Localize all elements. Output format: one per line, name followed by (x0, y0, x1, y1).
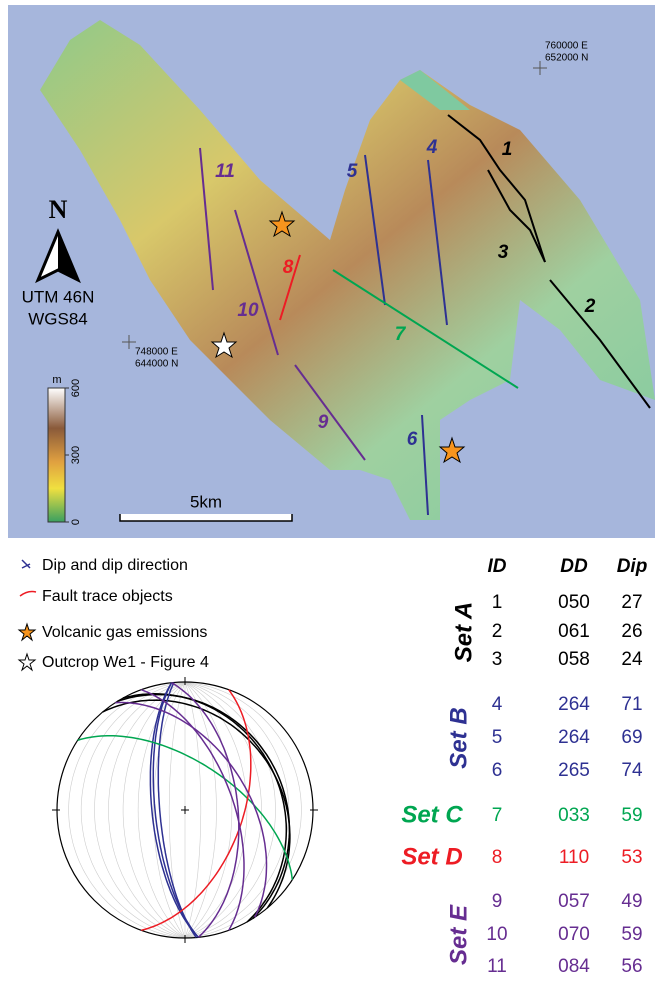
fault-label: 5 (347, 161, 358, 182)
fault-label: 6 (407, 429, 418, 450)
fault-label: 4 (426, 137, 438, 158)
stereonet-grid (95, 682, 186, 938)
table-cell: 084 (558, 956, 590, 977)
coord: 652000 N (545, 53, 588, 64)
table-cell: 56 (621, 956, 642, 977)
legend-label: Outcrop We1 - Figure 4 (42, 654, 209, 671)
great-circle (150, 683, 198, 938)
datum: WGS84 (28, 309, 88, 328)
table-cell: 3 (492, 649, 503, 670)
table-cell: 10 (486, 924, 507, 945)
set-label: Set B (445, 707, 472, 768)
table-cell: 59 (621, 805, 642, 826)
coord: 644000 N (135, 359, 178, 370)
table-cell: 264 (558, 727, 590, 748)
coord: 760000 E (545, 41, 588, 52)
table-header: DD (560, 556, 588, 577)
scale-bar (120, 514, 292, 521)
table-cell: 264 (558, 694, 590, 715)
color-bar-label: 0 (70, 519, 82, 525)
table-cell: 53 (621, 847, 642, 868)
set-label: Set A (450, 602, 477, 662)
table-cell: 27 (621, 592, 642, 613)
table-cell: 9 (492, 891, 503, 912)
table-cell: 69 (621, 727, 642, 748)
fault-label: 10 (237, 300, 259, 321)
table-cell: 033 (558, 805, 590, 826)
legend: Dip and dip direction Fault trace object… (19, 557, 209, 671)
color-bar (48, 388, 65, 522)
fault-label: 7 (395, 324, 407, 345)
scale-label: 5km (190, 492, 222, 511)
table-cell: 050 (558, 592, 590, 613)
table-cell: 49 (621, 891, 642, 912)
table-cell: 070 (558, 924, 590, 945)
table-cell: 110 (559, 847, 589, 868)
table-cell: 2 (492, 621, 503, 642)
table-cell: 058 (558, 649, 590, 670)
fault-label: 11 (215, 161, 235, 182)
north-label: N (49, 195, 68, 224)
table-cell: 4 (492, 694, 503, 715)
fault-label: 1 (502, 139, 513, 160)
table-cell: 71 (621, 694, 642, 715)
color-bar-unit: m (52, 374, 61, 386)
table-cell: 6 (492, 760, 503, 781)
color-bar-label: 300 (70, 446, 82, 464)
great-circle (141, 690, 244, 931)
great-circle (117, 695, 289, 919)
color-bar-label: 600 (70, 379, 82, 397)
fault-label: 8 (283, 257, 294, 278)
coord: 748000 E (135, 347, 178, 358)
table-cell: 24 (621, 649, 643, 670)
legend-label: Volcanic gas emissions (42, 624, 207, 641)
set-label: Set C (401, 801, 463, 828)
table-cell: 26 (621, 621, 642, 642)
fault-label: 2 (584, 296, 596, 317)
table-cell: 5 (492, 727, 503, 748)
table-cell: 59 (621, 924, 642, 945)
great-circle (158, 683, 196, 938)
fault-label: 9 (318, 412, 329, 433)
legend-label: Dip and dip direction (42, 557, 188, 574)
table-header: Dip (617, 556, 648, 577)
table-cell: 057 (558, 891, 590, 912)
projection: UTM 46N (22, 287, 95, 306)
set-label: Set E (445, 904, 472, 965)
table-cell: 11 (487, 956, 507, 977)
table-cell: 265 (558, 760, 590, 781)
table-cell: 8 (492, 847, 503, 868)
fault-label: 3 (498, 242, 509, 263)
set-label: Set D (401, 843, 462, 870)
table-cell: 7 (492, 805, 503, 826)
table-cell: 1 (492, 592, 503, 613)
figure: 1234567891011 N UTM 46N WGS84 760000 E 6… (0, 0, 670, 986)
table-cell: 061 (558, 621, 590, 642)
table-header: ID (488, 556, 507, 577)
table-cell: 74 (621, 760, 643, 781)
legend-label: Fault trace objects (42, 588, 173, 605)
